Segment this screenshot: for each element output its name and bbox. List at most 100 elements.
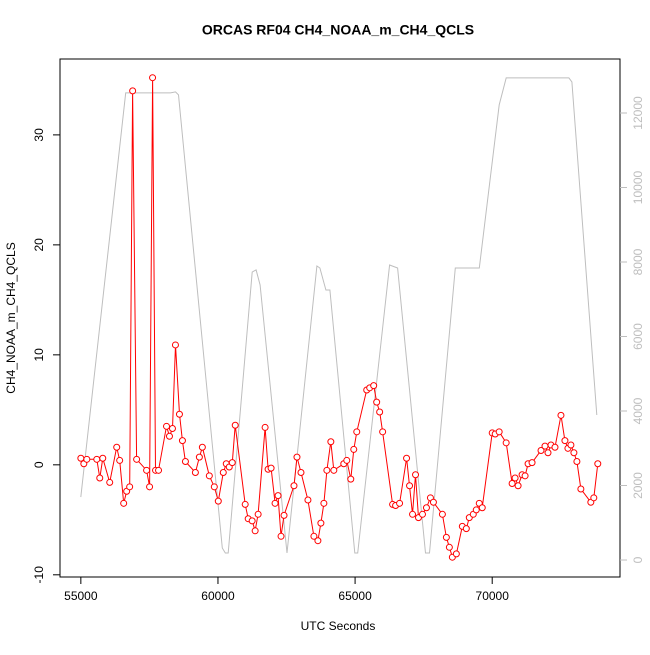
data-point [146, 483, 154, 491]
data-point [228, 459, 236, 467]
y2-tick-label: 12000 [631, 96, 645, 130]
data-point [314, 537, 322, 545]
data-point [521, 472, 529, 480]
data-point [210, 483, 218, 491]
y2-tick-label: 4000 [631, 397, 645, 424]
data-point [551, 443, 559, 451]
data-point [254, 510, 262, 518]
x-tick-label: 55000 [64, 589, 98, 603]
data-point [557, 411, 565, 419]
data-point [327, 438, 335, 446]
data-point [537, 447, 545, 455]
data-point [99, 454, 107, 462]
x-tick-label: 65000 [338, 589, 372, 603]
data-point [120, 499, 128, 507]
data-point [271, 499, 279, 507]
data-point [129, 87, 137, 95]
data-point [178, 437, 186, 445]
data-point [290, 482, 298, 490]
data-point [370, 382, 378, 390]
data-point [353, 428, 361, 436]
series-line [80, 77, 598, 554]
data-point [511, 474, 519, 482]
data-point [508, 480, 516, 488]
data-point [379, 428, 387, 436]
data-point [274, 492, 282, 500]
data-point [323, 466, 331, 474]
data-point [594, 460, 602, 468]
data-point [241, 500, 249, 508]
data-point [106, 478, 114, 486]
data-point [304, 496, 312, 504]
data-point [171, 341, 179, 349]
data-point [165, 432, 173, 440]
data-point [478, 504, 486, 512]
data-point [495, 428, 503, 436]
data-point [343, 456, 351, 464]
data-point [83, 455, 91, 463]
data-point [231, 421, 239, 429]
data-point [248, 517, 256, 525]
data-point [310, 532, 318, 540]
data-point [514, 482, 522, 490]
data-point [267, 464, 275, 472]
data-point [293, 453, 301, 461]
data-point [350, 445, 358, 453]
data-point [330, 466, 338, 474]
y2-tick-label: 0 [631, 556, 645, 563]
data-point [570, 449, 578, 457]
y2-tick-label: 8000 [631, 248, 645, 275]
data-point [442, 533, 450, 541]
data-point [214, 497, 222, 505]
data-point [320, 499, 328, 507]
data-point [403, 454, 411, 462]
data-point [409, 510, 417, 518]
x-axis-label: UTC Seconds [301, 619, 376, 633]
data-point [561, 437, 569, 445]
y-tick-label: 10 [32, 348, 46, 362]
data-point [149, 74, 157, 82]
data-point [418, 510, 426, 518]
data-point [277, 532, 285, 540]
data-point [445, 543, 453, 551]
data-point [116, 456, 124, 464]
data-point [373, 398, 381, 406]
data-point [422, 504, 430, 512]
data-point [406, 482, 414, 490]
y2-tick-label: 10000 [631, 171, 645, 205]
data-point [96, 474, 104, 482]
plot-frame [59, 58, 621, 578]
data-point [191, 469, 199, 477]
data-point [251, 527, 259, 535]
y-tick-label: 20 [32, 238, 46, 252]
data-point [261, 423, 269, 431]
data-point [573, 458, 581, 466]
data-point [412, 471, 420, 479]
data-point [462, 525, 470, 533]
data-point [163, 422, 171, 430]
data-point [590, 494, 598, 502]
data-point [198, 443, 206, 451]
data-point [126, 483, 134, 491]
x-tick-label: 60000 [201, 589, 235, 603]
chart-title: ORCAS RF04 CH4_NOAA_m_CH4_QCLS [202, 22, 474, 38]
data-point [472, 506, 480, 514]
data-point [541, 442, 549, 450]
y-tick-label: 0 [32, 461, 46, 468]
data-point [181, 458, 189, 466]
data-point [396, 499, 404, 507]
data-point [544, 449, 552, 457]
data-point [155, 466, 163, 474]
data-point [376, 408, 384, 416]
y-tick-label: 30 [32, 128, 46, 142]
y-axis-label: CH4_NOAA_m_CH4_QCLS [4, 242, 18, 393]
y-tick-label: -10 [32, 566, 46, 584]
y2-tick-label: 2000 [631, 472, 645, 499]
data-point [143, 466, 151, 474]
data-point [175, 410, 183, 418]
data-point [452, 550, 460, 558]
data-point [205, 472, 213, 480]
